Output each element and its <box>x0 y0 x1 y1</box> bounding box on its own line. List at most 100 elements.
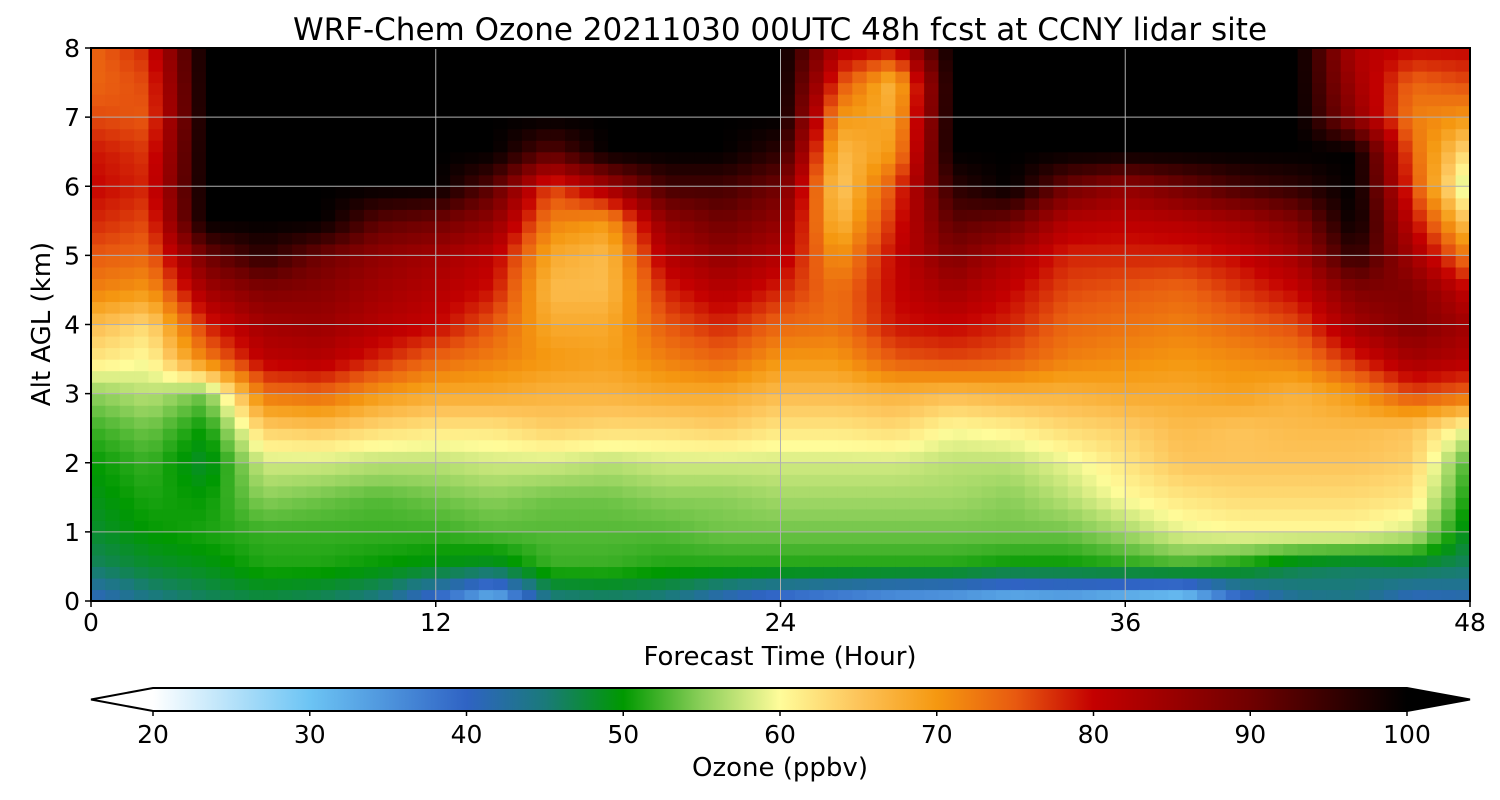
heatmap-cell <box>507 312 523 326</box>
heatmap-cell <box>435 71 451 84</box>
heatmap-cell <box>521 255 537 268</box>
heatmap-cell <box>780 393 796 406</box>
heatmap-cell <box>1441 382 1457 395</box>
heatmap-cell <box>1369 59 1385 72</box>
heatmap-cell <box>766 197 782 210</box>
heatmap-cell <box>220 163 236 176</box>
heatmap-cell <box>392 520 408 533</box>
heatmap-cell <box>1369 416 1385 429</box>
heatmap-cell <box>148 508 164 521</box>
heatmap-cell <box>1297 186 1313 199</box>
heatmap-cell <box>162 197 178 210</box>
heatmap-cell <box>162 186 178 199</box>
heatmap-cell <box>1412 439 1428 452</box>
heatmap-cell <box>737 71 753 84</box>
heatmap-cell <box>1053 243 1069 256</box>
heatmap-cell <box>1096 416 1112 429</box>
heatmap-cell <box>450 359 466 372</box>
heatmap-cell <box>1053 531 1069 544</box>
heatmap-cell <box>249 543 264 556</box>
heatmap-cell <box>1039 312 1055 326</box>
heatmap-cell <box>852 416 868 429</box>
heatmap-cell <box>521 186 537 199</box>
heatmap-cell <box>550 174 566 187</box>
colorbar-tick-label: 40 <box>451 720 483 749</box>
heatmap-cell <box>1398 347 1414 360</box>
heatmap-cell <box>995 174 1011 187</box>
heatmap-cell <box>1326 497 1342 510</box>
heatmap-cell <box>723 508 738 521</box>
heatmap-cell <box>909 117 925 130</box>
heatmap-cell <box>91 163 106 176</box>
heatmap-cell <box>1369 266 1385 280</box>
heatmap-cell <box>924 174 940 187</box>
heatmap-cell <box>1168 220 1184 233</box>
heatmap-cell <box>277 485 293 498</box>
heatmap-cell <box>1297 312 1313 326</box>
heatmap-cell <box>1340 301 1356 314</box>
heatmap-cell <box>723 566 738 579</box>
heatmap-cell <box>938 48 954 61</box>
heatmap-cell <box>105 531 121 544</box>
heatmap-cell <box>1039 566 1055 579</box>
heatmap-cell <box>1197 151 1213 164</box>
heatmap-cell <box>723 220 738 233</box>
heatmap-cell <box>521 382 537 395</box>
heatmap-cell <box>1311 451 1327 464</box>
heatmap-cell <box>134 485 150 498</box>
heatmap-cell <box>967 48 983 61</box>
heatmap-cell <box>809 220 825 233</box>
heatmap-cell <box>1426 289 1442 303</box>
heatmap-cell <box>478 485 494 498</box>
heatmap-cell <box>593 554 609 568</box>
heatmap-cell <box>737 566 753 579</box>
heatmap-cell <box>1211 278 1227 291</box>
heatmap-cell <box>823 577 839 591</box>
heatmap-cell <box>1326 347 1342 360</box>
heatmap-cell <box>521 117 537 130</box>
heatmap-cell <box>1024 324 1040 337</box>
heatmap-cell <box>895 520 911 533</box>
heatmap-cell <box>435 174 451 187</box>
heatmap-cell <box>1268 289 1284 303</box>
heatmap-cell <box>837 94 853 107</box>
heatmap-cell <box>837 197 853 210</box>
heatmap-cell <box>1455 163 1470 176</box>
heatmap-cell <box>191 289 207 303</box>
heatmap-cell <box>1153 232 1169 245</box>
heatmap-cell <box>421 243 437 256</box>
heatmap-cell <box>349 266 365 280</box>
heatmap-cell <box>1355 324 1371 337</box>
heatmap-cell <box>636 577 652 591</box>
heatmap-cell <box>292 301 308 314</box>
heatmap-cell <box>363 82 379 95</box>
heatmap-cell <box>636 128 652 141</box>
heatmap-cell <box>1024 151 1040 164</box>
colorbar-tick-label: 80 <box>1078 720 1110 749</box>
heatmap-cell <box>407 554 422 568</box>
heatmap-cell <box>1182 289 1198 303</box>
heatmap-cell <box>995 531 1011 544</box>
heatmap-cell <box>1067 531 1083 544</box>
heatmap-cell <box>1039 59 1055 72</box>
heatmap-cell <box>335 531 351 544</box>
heatmap-cell <box>636 485 652 498</box>
heatmap-cell <box>464 347 480 360</box>
heatmap-cell <box>220 428 236 441</box>
heatmap-cell <box>349 359 365 372</box>
heatmap-cell <box>1225 232 1241 245</box>
heatmap-cell <box>1426 151 1442 164</box>
heatmap-cell <box>134 82 150 95</box>
heatmap-cell <box>852 462 868 475</box>
heatmap-cell <box>708 382 724 395</box>
heatmap-cell <box>91 105 106 118</box>
heatmap-cell <box>895 59 911 72</box>
heatmap-cell <box>1182 209 1198 222</box>
heatmap-cell <box>852 94 868 107</box>
heatmap-cell <box>435 209 451 222</box>
heatmap-cell <box>493 474 509 487</box>
heatmap-cell <box>1355 220 1371 233</box>
heatmap-cell <box>392 324 408 337</box>
heatmap-cell <box>809 59 825 72</box>
heatmap-cell <box>1067 554 1083 568</box>
